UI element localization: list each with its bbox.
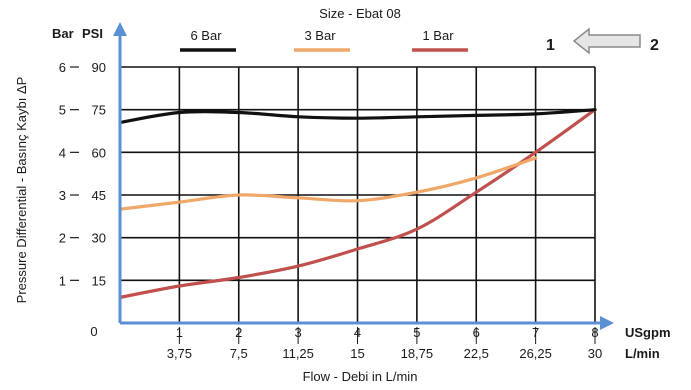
x-tick-labels: 1 3,75 2 7,5 3 11,25 4 15 5 18,75 6 22,5 7 26,25 8 30 [167,325,603,361]
flow-arrow-icon [572,27,641,55]
legend-label-3-bar: 3 Bar [304,28,336,43]
series-line-3-bar [118,156,538,211]
x-tick-lmin: 30 [588,346,602,361]
y-tick-psi: 90 [92,60,106,75]
chart-title: Size - Ebat 08 [319,6,401,21]
x-tick-lmin: 11,25 [282,346,314,361]
x-tick-usgpm: 2 [235,325,242,340]
x-tick-lmin: 26,25 [519,346,552,361]
x-tick-usgpm: 3 [295,325,302,340]
x-tick-usgpm: 4 [354,325,361,340]
unit-lmin: L/min [625,346,660,361]
y-tick-psi: 45 [92,188,106,203]
legend-label-6-bar: 6 Bar [190,28,222,43]
unit-bar: Bar [52,26,74,41]
y-tick-psi: 75 [92,103,106,118]
legend-label-1-bar: 1 Bar [422,28,454,43]
y-tick-psi: 15 [92,273,106,288]
x-tick-lmin: 15 [350,346,364,361]
x-tick-usgpm: 1 [176,325,183,340]
y-tick-bar: 6 [59,60,66,75]
x-tick-lmin: 7,5 [230,346,248,361]
y-tick-labels: 1 15 2 30 3 45 4 60 5 75 6 90 [59,60,106,288]
unit-usgpm: USgpm [625,325,671,340]
y-tick-psi: 60 [92,145,106,160]
x-tick-usgpm: 7 [532,325,539,340]
x-zero-label: 0 [90,324,97,339]
unit-psi: PSI [82,26,103,41]
y-tick-bar: 3 [59,188,66,203]
y-axis-arrow [113,22,127,36]
x-tick-usgpm: 5 [413,325,420,340]
flow-direction-indicator: 1 2 [546,27,659,55]
axes [113,22,614,330]
y-tick-bar: 5 [59,103,66,118]
x-tick-lmin: 22,5 [464,346,489,361]
x-tick-lmin: 18,75 [401,346,434,361]
series-line-6-bar [118,108,597,125]
series-lines [118,108,597,299]
x-axis-arrow [600,316,614,330]
x-tick-usgpm: 6 [473,325,480,340]
x-axis-title: Flow - Debi in L/min [303,369,418,384]
y-tick-psi: 30 [92,231,106,246]
x-tick-lmin: 3,75 [167,346,192,361]
y-tick-bar: 4 [59,145,66,160]
flow-port-to: 1 [546,37,555,54]
x-tick-usgpm: 8 [591,325,598,340]
y-tick-bar: 2 [59,231,66,246]
y-axis-title: Pressure Differential - Basınç Kaybı ΔP [14,77,29,304]
flow-port-from: 2 [650,37,659,54]
y-tick-bar: 1 [59,273,66,288]
legend: 6 Bar 3 Bar 1 Bar [180,28,468,52]
